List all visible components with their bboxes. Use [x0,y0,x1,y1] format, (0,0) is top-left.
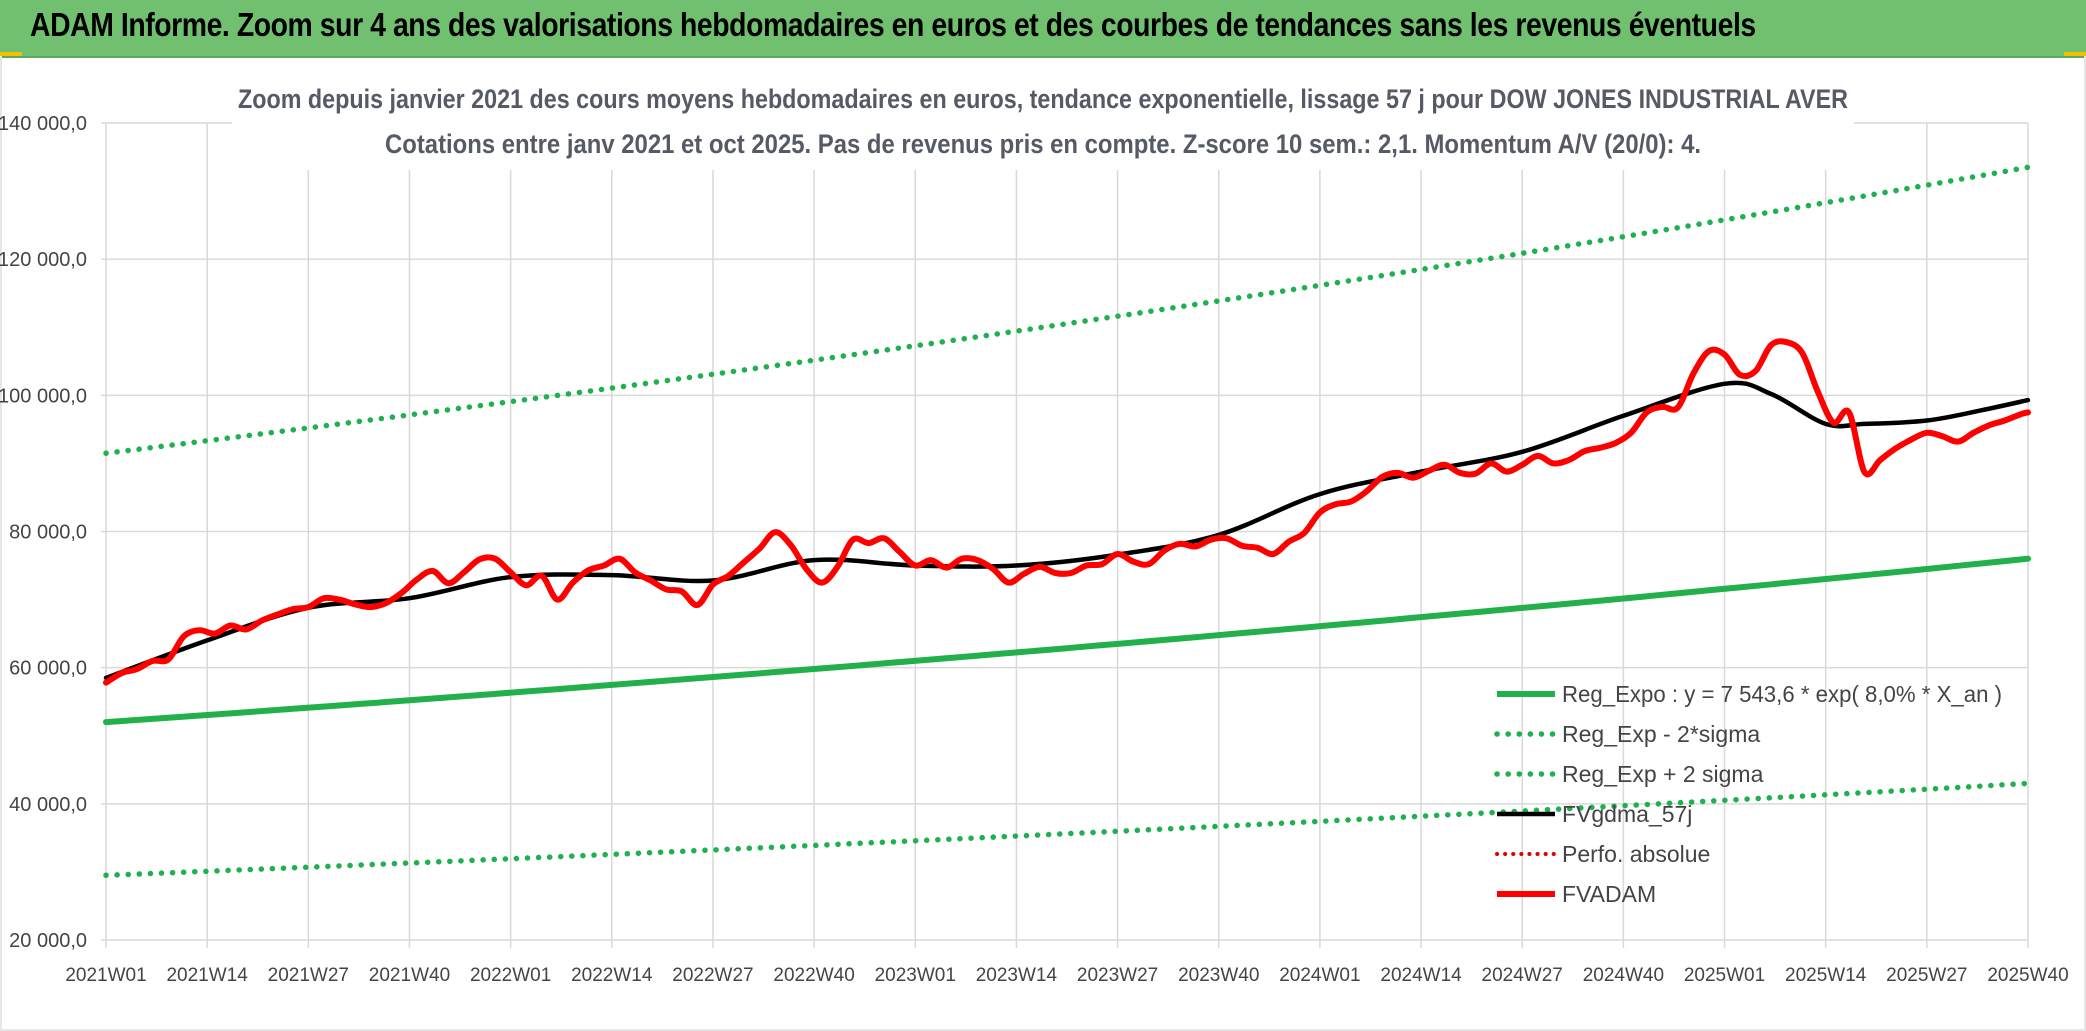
y-axis-ticks: 20 000,0 40 000,0 60 000,0 80 000,0 100 000,… [0,113,87,952]
y-tick-label: 120 000,0 [0,249,87,271]
x-tick-label: 2024W40 [1583,965,1664,986]
x-tick-label: 2023W27 [1077,965,1158,986]
report-title: ADAM Informe. Zoom sur 4 ans des valoris… [30,6,1756,43]
x-tick-label: 2024W01 [1279,965,1360,986]
series-line-reg [103,555,2031,726]
x-axis-ticks: 2021W01 2021W14 2021W27 2021W40 2022W01 2022W… [65,965,2068,986]
x-tick-label: 2023W14 [976,965,1058,986]
x-tick-label: 2025W27 [1886,965,1967,986]
x-tick-label: 2023W01 [875,965,956,986]
x-tick-label: 2025W01 [1684,965,1765,986]
y-tick-label: 40 000,0 [9,794,87,816]
legend-label-fvgdma: FVgdma_57j [1562,801,1692,827]
legend-label-fvadam: FVADAM [1562,881,1656,907]
x-tick-label: 2025W40 [1987,965,2068,986]
x-tick-label: 2025W14 [1785,965,1867,986]
x-tick-label: 2022W40 [773,965,854,986]
chart-area [0,56,2086,1031]
y-tick-label: 140 000,0 [0,113,87,135]
series-line-fvgdma [103,380,2031,681]
title-background [232,80,1854,170]
x-tick-label: 2024W27 [1482,965,1563,986]
chart-title-line2: Cotations entre janv 2021 et oct 2025. P… [385,129,1701,159]
x-tick-label: 2023W40 [1178,965,1259,986]
x-tick-label: 2021W14 [166,965,248,986]
x-tick-label: 2021W01 [65,965,146,986]
banner-accent-right [2064,52,2086,56]
x-tick-label: 2022W27 [672,965,753,986]
series-line-lower [103,780,2031,879]
y-tick-label: 80 000,0 [9,522,87,544]
chart-title-line1: Zoom depuis janvier 2021 des cours moyen… [238,84,1848,114]
legend-label-perfo: Perfo. absolue [1562,841,1710,867]
x-tick-label: 2021W27 [268,965,349,986]
y-tick-label: 60 000,0 [9,658,87,680]
legend: Reg_Expo : y = 7 543,6 * exp( 8,0% * X_a… [1494,681,2002,907]
legend-label-reg-exp-minus: Reg_Exp - 2*sigma [1562,721,1760,747]
x-tick-label: 2024W14 [1380,965,1462,986]
series-line-fvadam [103,338,2031,686]
legend-label-reg-exp-plus: Reg_Exp + 2 sigma [1562,761,1764,787]
series-layer [103,164,2031,879]
header-banner: ADAM Informe. Zoom sur 4 ans des valoris… [0,0,2086,58]
banner-accent-left [0,52,22,56]
x-tick-label: 2021W40 [369,965,450,986]
y-tick-label: 20 000,0 [9,930,87,952]
legend-label-reg-expo: Reg_Expo : y = 7 543,6 * exp( 8,0% * X_a… [1562,681,2002,707]
x-tick-label: 2022W14 [571,965,653,986]
x-tick-label: 2022W01 [470,965,551,986]
series-line-upper [103,164,2031,456]
y-tick-label: 100 000,0 [0,385,87,407]
gridlines [101,122,2029,948]
